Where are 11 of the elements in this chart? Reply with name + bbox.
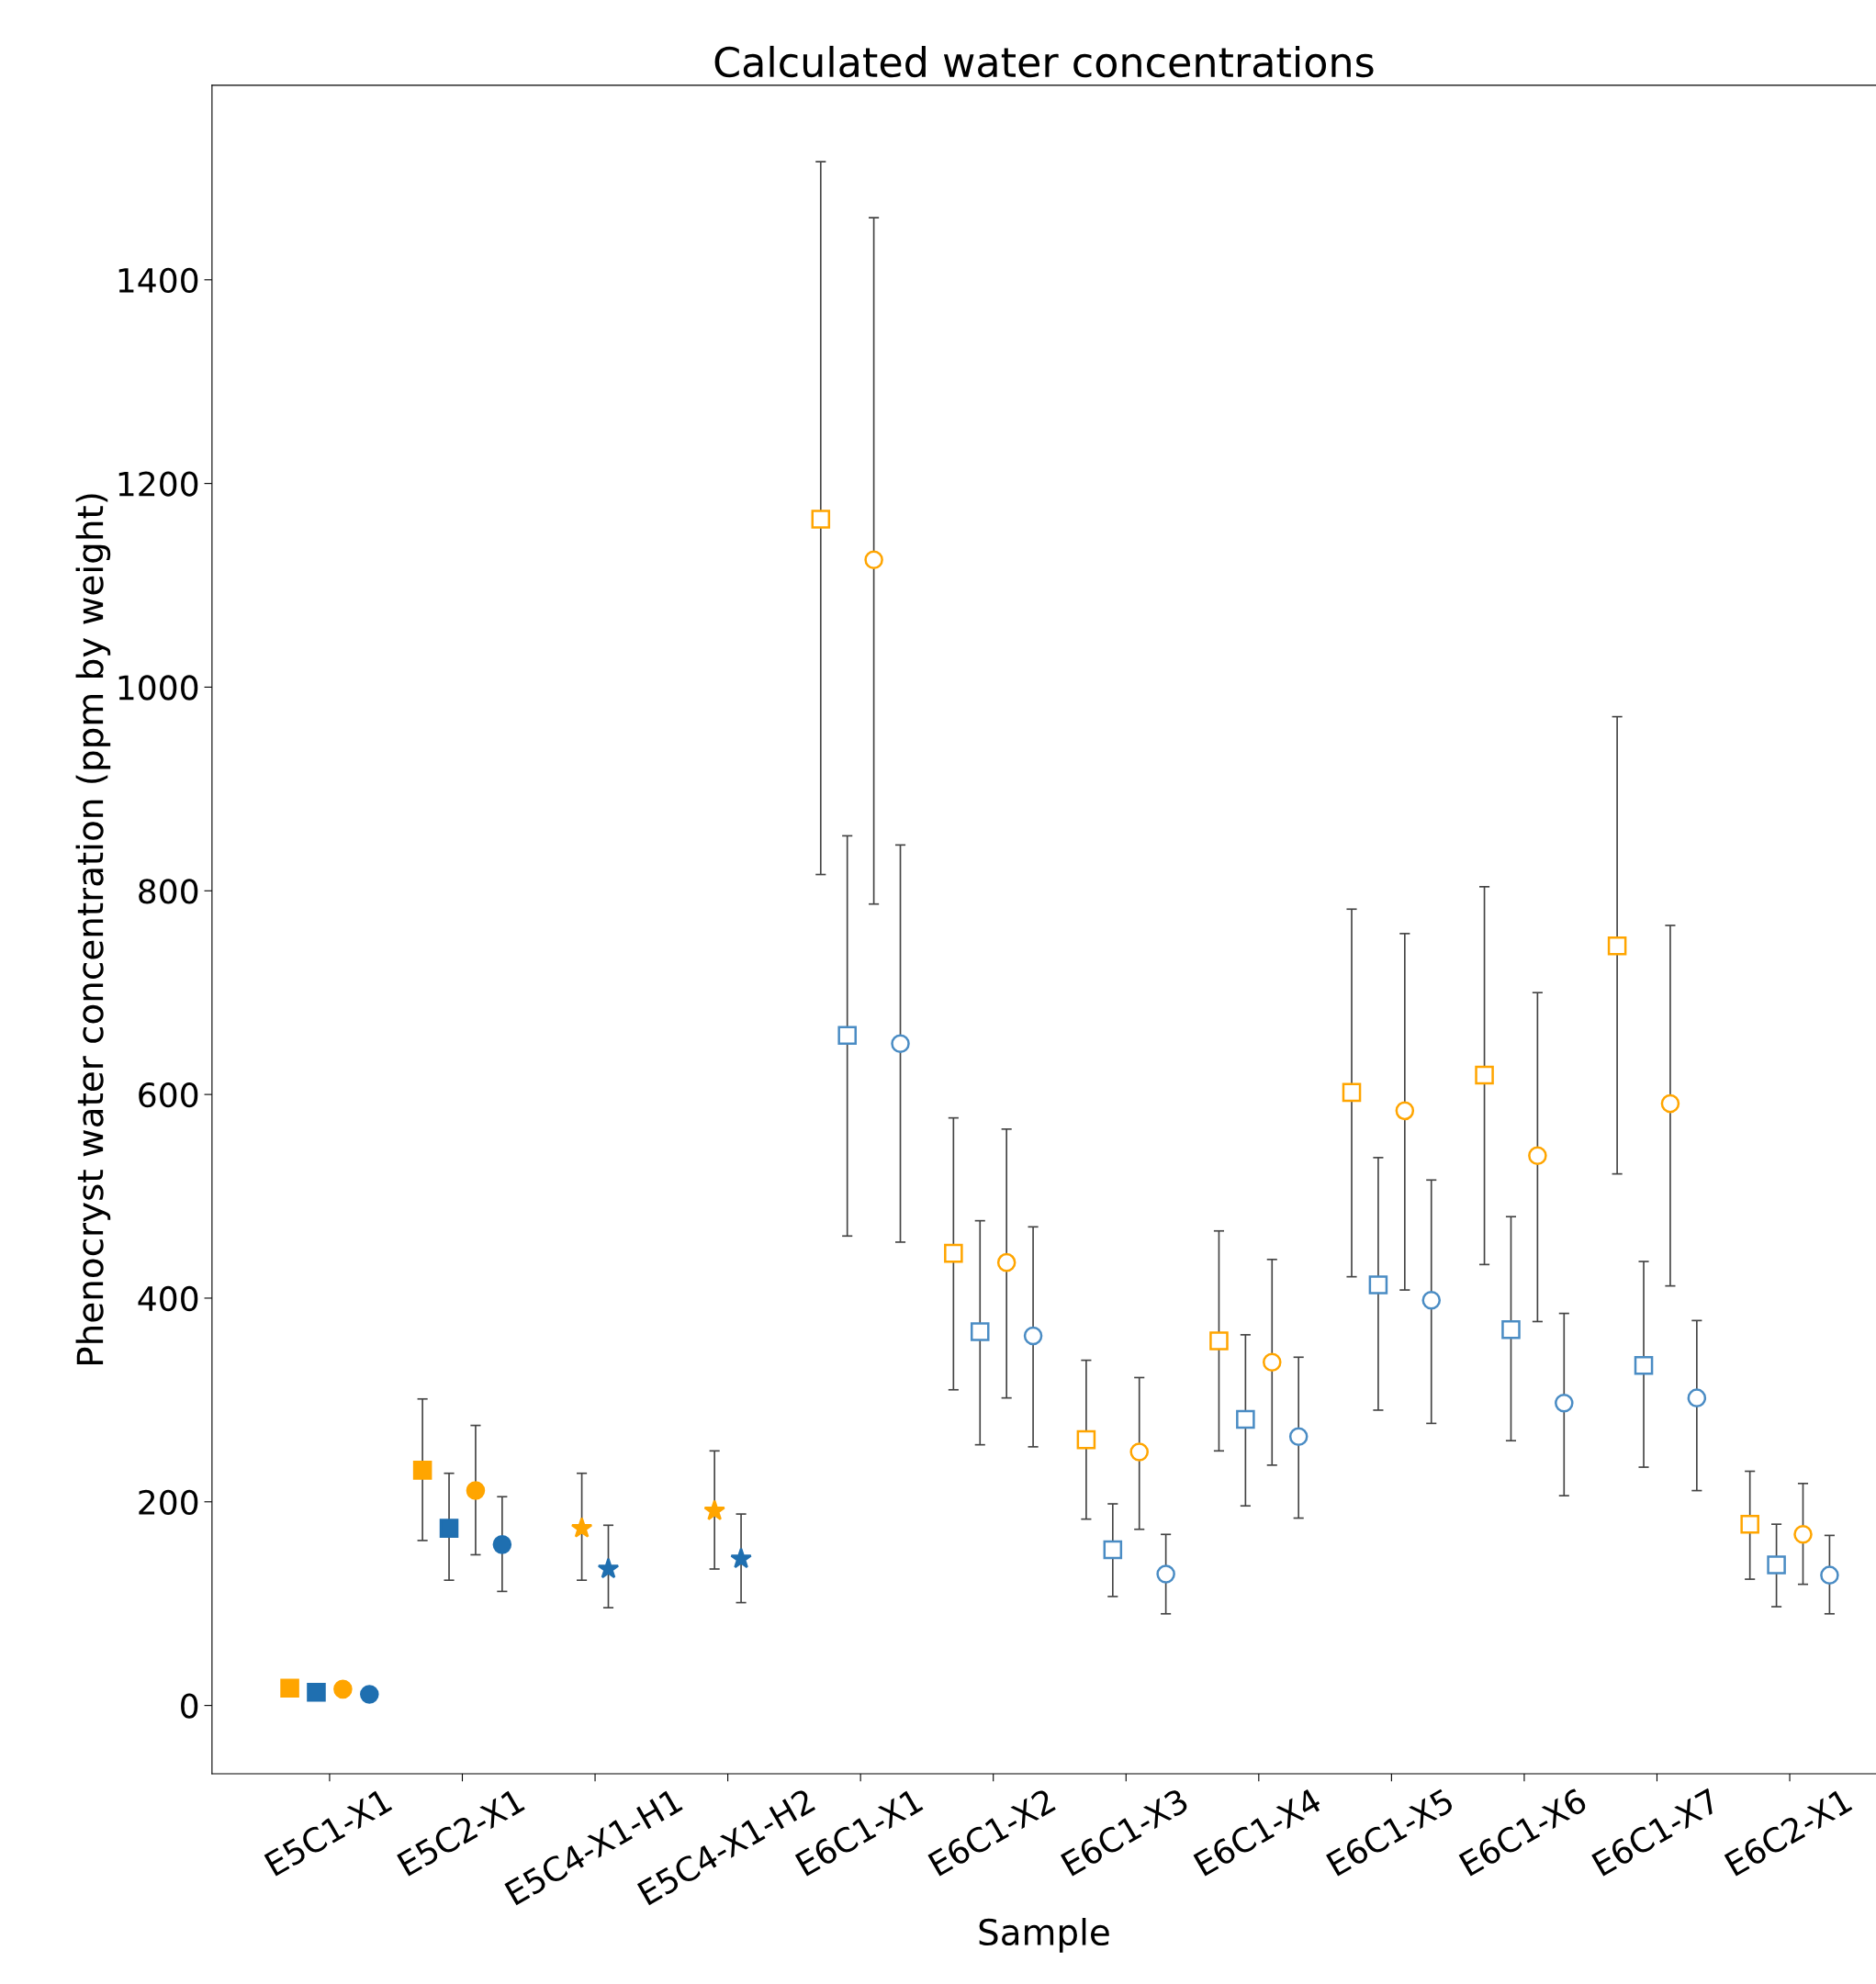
y-tick-label: 1200 [118,471,198,497]
chart-title: Calculated water concentrations [714,45,1374,78]
y-tick-label: 400 [138,1285,198,1312]
y-tick-label: 800 [139,879,198,904]
y-axis-title: Phenocryst water concentration (ppm by weight) [75,494,111,1364]
y-tick-label: 1000 [118,675,198,701]
x-axis-title: Sample [979,1917,1109,1953]
y-tick-label: 0 [181,1693,198,1719]
y-tick-label: 1400 [118,267,198,294]
y-tick-label: 600 [139,1082,198,1108]
y-tick-label: 200 [139,1489,198,1516]
